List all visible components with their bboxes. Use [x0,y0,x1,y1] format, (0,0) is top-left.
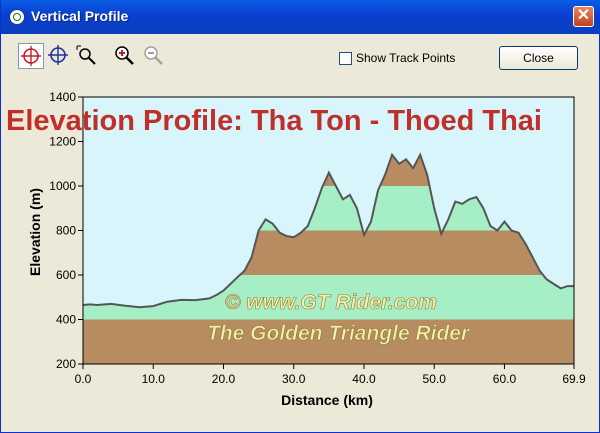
crosshair-tool[interactable] [46,43,72,69]
y-tick-label: 200 [56,357,76,371]
x-tick-label: 30.0 [282,372,306,386]
watermark-line-2: The Golden Triangle Rider [207,322,471,345]
x-tick-label: 69.9 [562,372,586,386]
toolbar [1,38,600,78]
y-tick-label: 1400 [49,90,76,104]
elevation-line [82,152,574,309]
x-tick-label: 10.0 [142,372,166,386]
x-tick-label: 50.0 [423,372,447,386]
x-tick-label: 20.0 [212,372,236,386]
zoom-in-icon [115,46,134,65]
zoom-out-tool[interactable] [141,43,167,69]
x-axis-title: Distance (km) [281,392,373,408]
pointer-crosshair-tool[interactable] [18,43,44,69]
crosshair-icon [48,45,68,65]
x-tick-label: 0.0 [75,372,92,386]
app-icon [9,9,25,25]
x-tick-label: 60.0 [493,372,517,386]
zoom-select-tool[interactable] [74,43,100,69]
title-bar[interactable]: Vertical Profile ✕ [1,0,600,34]
window-title: Vertical Profile [31,8,129,24]
zoom-out-icon [144,46,163,65]
y-tick-label: 600 [56,268,76,282]
x-tick-label: 40.0 [352,372,376,386]
zoom-in-tool[interactable] [112,43,138,69]
y-tick-label: 400 [56,313,76,327]
y-axis-title: Elevation (m) [27,188,43,276]
show-track-points-label[interactable]: Show Track Points [356,51,456,65]
close-button[interactable]: Close [499,46,578,70]
y-tick-label: 1000 [49,179,76,193]
window-close-button[interactable]: ✕ [573,6,594,27]
show-track-points-checkbox[interactable] [339,52,352,65]
y-tick-label: 800 [56,224,76,238]
watermark-line-1: © www.GT Rider.com [225,291,437,314]
zoom-select-icon [76,45,96,65]
pointer-crosshair-icon [21,46,41,66]
chart-title: Elevation Profile: Tha Ton - Thoed Thai [6,105,542,137]
elevation-band [83,319,574,364]
y-tick-label: 1200 [49,135,76,149]
